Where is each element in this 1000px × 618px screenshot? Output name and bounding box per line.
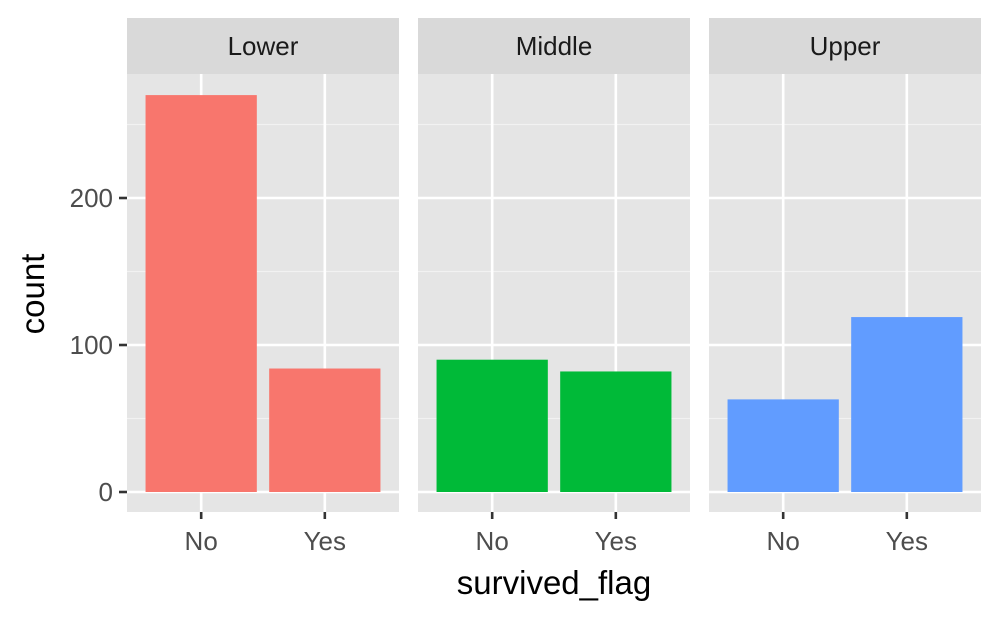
x-tick-label: Yes — [886, 526, 928, 556]
y-axis-title: count — [14, 254, 51, 335]
facet-panel-middle: Middle No Yes — [418, 18, 690, 556]
x-tick-label: Yes — [595, 526, 637, 556]
x-tick-label: No — [767, 526, 800, 556]
facet-strip — [418, 18, 690, 74]
facet-strip-label: Upper — [810, 31, 881, 61]
facet-strip-label: Middle — [516, 31, 593, 61]
bar-upper-no — [727, 399, 839, 492]
panels-layer: Lower No Yes Middle No Yes Upper No Yes — [127, 18, 981, 556]
bar-middle-no — [436, 359, 548, 492]
x-tick-label: Yes — [304, 526, 346, 556]
y-tick-label: 0 — [99, 477, 113, 507]
y-tick-label: 200 — [70, 183, 113, 213]
facet-strip-label: Lower — [228, 31, 299, 61]
y-axis: 0 100 200 — [70, 183, 127, 507]
x-tick-label: No — [185, 526, 218, 556]
x-axis-title: survived_flag — [457, 564, 651, 601]
bar-middle-yes — [560, 371, 672, 492]
bar-lower-yes — [269, 368, 381, 492]
bar-upper-yes — [851, 317, 963, 492]
facet-strip — [127, 18, 399, 74]
y-tick-label: 100 — [70, 330, 113, 360]
bar-lower-no — [145, 95, 257, 492]
facet-panel-lower: Lower No Yes — [127, 18, 399, 556]
facet-panel-upper: Upper No Yes — [709, 18, 981, 556]
facet-strip — [709, 18, 981, 74]
x-tick-label: No — [476, 526, 509, 556]
